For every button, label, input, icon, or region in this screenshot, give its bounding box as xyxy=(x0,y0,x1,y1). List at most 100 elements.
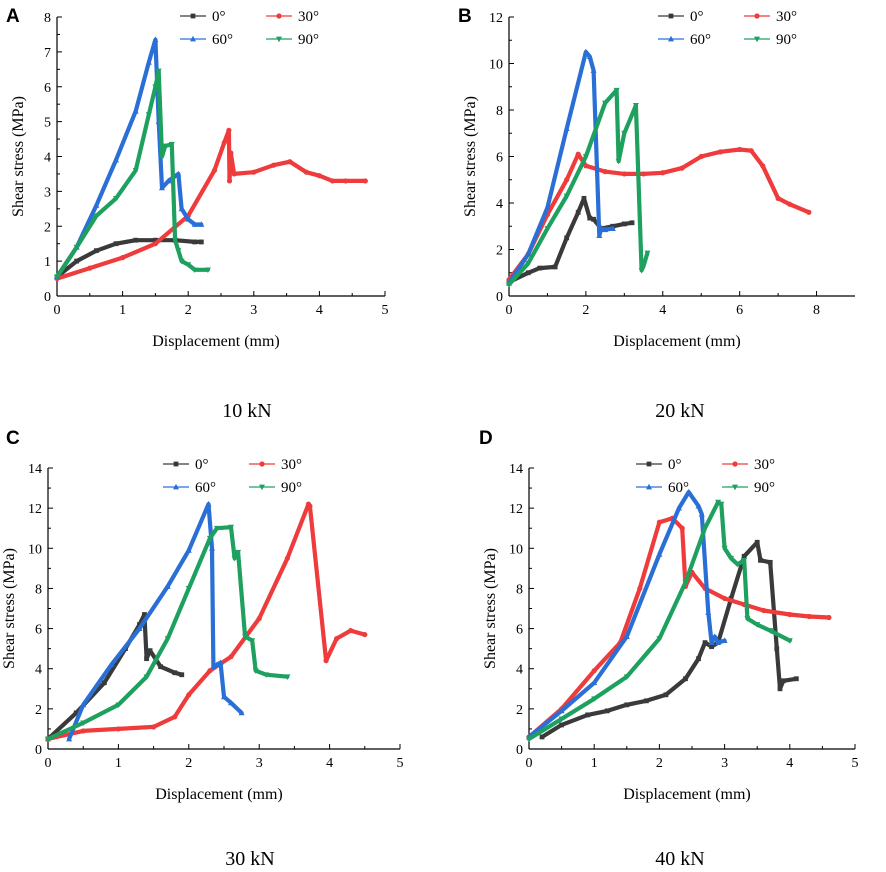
panel-a-series-0deg-point-1 xyxy=(74,258,80,264)
panel-b-plot: 0 2 4 6 8 0 2 4 6 8 10 12 Displacement (mm) Shear str… xyxy=(462,9,855,350)
panel-a-series-30deg-point-5 xyxy=(211,167,218,174)
panel-a-series-60deg-point-2 xyxy=(93,202,100,208)
panel-d-series-60deg-point-1 xyxy=(558,707,565,714)
panel-a-series-30deg-point-13 xyxy=(287,159,293,165)
panel-d-series-0deg-point-0 xyxy=(539,734,545,740)
panel-letter-a: A xyxy=(6,6,20,27)
panel-a-legend-30deg: 30° xyxy=(266,9,319,25)
panel-b-x-axis-title: Displacement (mm) xyxy=(613,333,741,350)
panel-d-series-90deg-point-6 xyxy=(702,525,709,532)
panel-c-series-60deg-point-7 xyxy=(209,545,216,551)
panel-a-series-0deg-point-4 xyxy=(133,237,139,243)
panel-c-series-60deg-point-13 xyxy=(238,709,245,716)
panel-b-y-tick-label-5: 10 xyxy=(489,58,503,73)
panel-b-series-90deg-point-1 xyxy=(525,261,532,267)
panel-c-series-30deg-point-7 xyxy=(228,654,234,660)
panel-b-series-30deg-point-18 xyxy=(806,209,812,215)
panel-c-series-60deg-point-8 xyxy=(210,663,217,670)
panel-a-series-90deg-point-12 xyxy=(175,248,182,254)
panel-c-series-60deg-point-6 xyxy=(205,500,212,507)
panel-b-series-0deg-point-8 xyxy=(591,216,596,222)
panel-a: A 0 1 2 3 4 5 0 1 2 3 4 5 6 7 8 Displacement (mm) Shear … xyxy=(6,6,389,422)
panel-b-series-0deg-point-4 xyxy=(564,235,570,241)
panel-a-y-tick-label-1: 1 xyxy=(44,255,51,270)
panel-c-y-tick-label-1: 2 xyxy=(35,703,42,718)
panel-d-series-30deg-point-13 xyxy=(761,607,767,614)
panel-a-series-90deg-line xyxy=(54,68,210,279)
panel-b-series-90deg-point-5 xyxy=(602,100,609,107)
panel-c-series-0deg-point-1 xyxy=(73,710,79,716)
panel-a-caption: 10 kN xyxy=(222,400,271,422)
panel-c-series-60deg-point-2 xyxy=(108,661,115,668)
panel-b-y-tick-label-6: 12 xyxy=(489,11,503,26)
panel-d-series-0deg-point-19 xyxy=(780,678,786,684)
panel-d-x-tick-label-5: 5 xyxy=(852,756,859,771)
panel-b-series-30deg xyxy=(506,146,812,283)
panel-c-series-30deg-point-3 xyxy=(151,724,157,730)
panel-b-series-0deg-point-5 xyxy=(575,209,581,215)
panel-c-series-90deg-point-7 xyxy=(213,525,220,532)
panel-b-series-30deg-point-5 xyxy=(583,163,589,169)
panel-d-x-axis-title: Displacement (mm) xyxy=(623,786,751,803)
panel-c-legend-60deg-point-m xyxy=(173,483,179,490)
panel-c-series-90deg-line xyxy=(45,525,290,742)
panel-c-y-tick-label-2: 4 xyxy=(35,663,42,678)
panel-b-series-60deg-point-5 xyxy=(586,53,593,59)
panel-c-series-60deg-point-3 xyxy=(136,625,143,631)
panel-d-series-90deg-point-14 xyxy=(754,622,761,628)
panel-c-legend-90deg-point-m xyxy=(259,484,265,491)
panel-a-legend-60deg-label: 60° xyxy=(212,32,233,48)
panel-c-x-tick-label-2: 2 xyxy=(185,756,192,771)
panel-d-series-90deg-point-2 xyxy=(591,696,598,703)
panel-d-series-0deg-point-6 xyxy=(663,692,669,698)
panel-b-series-60deg-point-10 xyxy=(609,225,616,231)
panel-d-legend-0deg: 0° xyxy=(636,457,682,473)
panel-a-legend-0deg: 0° xyxy=(180,9,226,25)
panel-b-legend-0deg: 0° xyxy=(658,9,704,25)
panel-d-series-30deg-point-2 xyxy=(591,668,597,674)
panel-b-series-60deg-point-8 xyxy=(598,225,605,231)
panel-b-series-90deg xyxy=(506,87,651,288)
panel-d-series-60deg xyxy=(526,488,728,740)
panel-a-series-90deg xyxy=(54,68,211,281)
panel-a-legend-90deg-point-m xyxy=(276,36,282,43)
panel-c-y-tick-label-0: 0 xyxy=(35,743,42,758)
panel-a-series-30deg-point-11 xyxy=(251,169,257,175)
panel-d-series-90deg-point-5 xyxy=(682,580,689,586)
panel-d-y-tick-label-3: 6 xyxy=(516,623,523,638)
panel-b-series-0deg-point-11 xyxy=(621,221,627,227)
panel-d-legend-90deg: 90° xyxy=(722,480,775,496)
panel-a-series-90deg-point-15 xyxy=(191,267,198,274)
panel-c-series-60deg-point-0 xyxy=(66,735,73,742)
panel-b-series-30deg-point-10 xyxy=(679,165,685,171)
panel-c-series-30deg-point-2 xyxy=(115,726,121,732)
panel-b-series-60deg-point-9 xyxy=(602,226,609,233)
panel-b-series-30deg-point-11 xyxy=(698,153,704,160)
panel-c-legend-30deg-point-m xyxy=(259,461,265,467)
panel-a-series-90deg-point-2 xyxy=(93,213,100,219)
panel-b-y-tick-label-2: 4 xyxy=(496,197,503,212)
panel-a-series-60deg-point-14 xyxy=(198,221,205,227)
panel-b-series-0deg-point-3 xyxy=(552,264,558,270)
panel-a-x-tick-label-2: 2 xyxy=(185,303,192,318)
panel-d-x-tick-label-1: 1 xyxy=(591,756,598,771)
panel-b-series-90deg-point-12 xyxy=(644,250,651,257)
panel-b-series-60deg-point-2 xyxy=(544,204,551,211)
panel-b-x-tick-label-3: 6 xyxy=(736,303,743,318)
panel-a-series-30deg-point-16 xyxy=(329,178,336,184)
panel-c-series-0deg-point-9 xyxy=(172,670,178,676)
panel-a-x-tick-label-4: 4 xyxy=(316,303,323,318)
panel-c-series-30deg-point-4 xyxy=(172,714,178,720)
panel-d-legend-30deg-point-m xyxy=(732,461,738,467)
panel-c-series-30deg-point-12 xyxy=(323,658,329,664)
panel-b-y-tick-label-3: 6 xyxy=(496,151,503,166)
panel-d-series-0deg-point-18 xyxy=(777,686,783,692)
panel-d-legend-0deg-label: 0° xyxy=(668,457,682,473)
panel-b-legend-90deg-label: 90° xyxy=(776,32,797,48)
panel-c-series-90deg-point-1 xyxy=(80,720,87,727)
panel-c-y-tick-label-6: 12 xyxy=(28,502,42,517)
panel-a-x-tick-label-1: 1 xyxy=(119,303,126,318)
panel-b-series-90deg-point-7 xyxy=(615,158,622,165)
